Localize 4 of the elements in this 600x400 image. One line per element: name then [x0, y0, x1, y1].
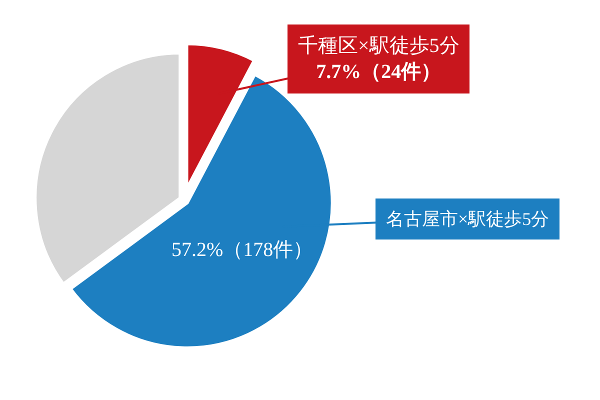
- data-label: 7.7%（24件）: [316, 61, 442, 83]
- slice-label: 名古屋市×駅徒歩5分: [386, 209, 550, 229]
- data-label: 57.2%（178件）: [171, 239, 314, 262]
- slice-label: 千種区×駅徒歩5分: [298, 35, 460, 57]
